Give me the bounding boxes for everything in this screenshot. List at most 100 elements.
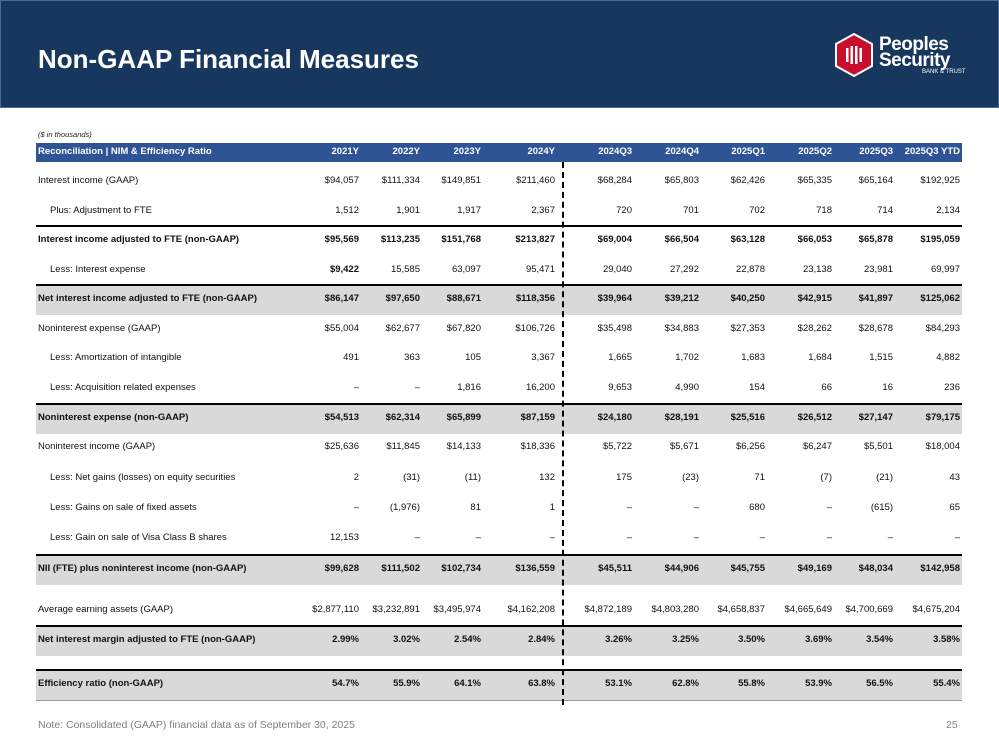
table-cell: –	[414, 382, 420, 393]
table-cell: $65,878	[858, 234, 893, 245]
table-cell: –	[887, 532, 893, 543]
table-cell: 64.1%	[454, 678, 481, 689]
table-cell: 16	[882, 382, 893, 393]
table-cell: 236	[944, 382, 960, 393]
table-cell: –	[954, 532, 960, 543]
row-label: Less: Gains on sale of fixed assets	[50, 502, 197, 513]
table-cell: 66	[821, 382, 832, 393]
table-cell: 718	[816, 205, 832, 216]
table-cell: $88,671	[446, 293, 481, 304]
table-cell: 65	[949, 502, 960, 513]
table-cell: $42,915	[797, 293, 832, 304]
table-cell: 2,367	[531, 205, 555, 216]
table-cell: $213,827	[515, 234, 555, 245]
table-cell: –	[626, 502, 632, 513]
table-cell: $69,004	[597, 234, 632, 245]
table-cell: 2.84%	[528, 634, 555, 645]
row-label: Noninterest expense (GAAP)	[38, 323, 161, 334]
table-cell: 56.5%	[866, 678, 893, 689]
table-cell: $149,851	[441, 175, 481, 186]
row-label: Net interest margin adjusted to FTE (non…	[38, 634, 256, 645]
table-cell: 2,134	[936, 205, 960, 216]
table-cell: 53.9%	[805, 678, 832, 689]
table-cell: $151,768	[441, 234, 481, 245]
table-cell: 154	[749, 382, 765, 393]
table-cell: $79,175	[925, 412, 960, 423]
table-cell: $118,356	[515, 293, 555, 304]
table-cell: 54.7%	[332, 678, 359, 689]
table-cell: $27,147	[858, 412, 893, 423]
period-divider	[562, 162, 564, 705]
table-cell: $65,164	[858, 175, 893, 186]
table-cell: (1,976)	[389, 502, 420, 513]
table-cell: 53.1%	[605, 678, 632, 689]
table-cell: $18,336	[520, 441, 555, 452]
table-cell: 4,882	[936, 352, 960, 363]
table-cell: $67,820	[446, 323, 481, 334]
table-cell: –	[353, 382, 359, 393]
table-cell: $113,235	[380, 234, 420, 245]
table-cell: $136,559	[515, 563, 555, 574]
table-cell: –	[759, 532, 765, 543]
table-cell: $65,803	[664, 175, 699, 186]
table-cell: $54,513	[324, 412, 359, 423]
row-label: Average earning assets (GAAP)	[38, 604, 174, 615]
slide-title: Non-GAAP Financial Measures	[38, 44, 419, 74]
logo-stripes	[846, 46, 862, 64]
table-cell: $14,133	[446, 441, 481, 452]
table-cell: $55,004	[324, 323, 359, 334]
table-cell: $86,147	[324, 293, 359, 304]
table-cell: –	[549, 532, 555, 543]
table-cell: 175	[616, 472, 632, 483]
row-label: Efficiency ratio (non-GAAP)	[38, 678, 164, 689]
table-cell: $26,512	[797, 412, 832, 423]
table-cell: $4,700,669	[845, 604, 893, 615]
table-cell: 81	[470, 502, 481, 513]
table-cell: $6,247	[802, 441, 832, 452]
table-cell: 680	[749, 502, 765, 513]
table-cell: 105	[465, 352, 481, 363]
table-cell: 55.8%	[738, 678, 765, 689]
table-cell: $45,511	[598, 563, 632, 574]
row-label: Less: Net gains (losses) on equity secur…	[50, 472, 236, 483]
table-cell: 1,917	[457, 205, 481, 216]
row-label: Interest income (GAAP)	[38, 175, 139, 186]
table-cell: 55.9%	[393, 678, 420, 689]
row-label: Net interest income adjusted to FTE (non…	[38, 293, 258, 304]
row-label: Noninterest expense (non-GAAP)	[38, 412, 189, 423]
table-cell: $95,569	[324, 234, 359, 245]
header-bar	[0, 0, 999, 108]
table-cell: $49,169	[797, 563, 832, 574]
table-cell: 3.58%	[933, 634, 960, 645]
table-cell: $27,353	[730, 323, 765, 334]
table-cell: $97,650	[385, 293, 420, 304]
row-shading	[36, 404, 962, 434]
footer-note: Note: Consolidated (GAAP) financial data…	[38, 719, 355, 731]
table-cell: 62.8%	[672, 678, 699, 689]
table-cell: 1,515	[869, 352, 893, 363]
table-cell: $18,004	[925, 441, 960, 452]
table-cell: –	[693, 502, 699, 513]
logo-hexagon	[835, 33, 873, 77]
row-rule	[36, 225, 962, 227]
row-shading	[36, 670, 962, 700]
table-cell: $65,899	[446, 412, 481, 423]
table-cell: $6,256	[735, 441, 765, 452]
table-cell: $68,284	[597, 175, 632, 186]
table-cell: 27,292	[669, 264, 699, 275]
table-cell: (11)	[464, 472, 481, 483]
table-cell: $106,726	[515, 323, 555, 334]
row-label: Plus: Adjustment to FTE	[50, 205, 152, 216]
table-cell: $48,034	[858, 563, 893, 574]
table-cell: –	[626, 532, 632, 543]
table-cell: (23)	[682, 472, 699, 483]
table-cell: $94,057	[324, 175, 359, 186]
table-cell: 23,981	[863, 264, 893, 275]
table-cell: $195,059	[920, 234, 960, 245]
row-shading	[36, 285, 962, 315]
table-cell: (615)	[870, 502, 893, 513]
table-cell: $5,722	[602, 441, 632, 452]
table-cell: 2.54%	[454, 634, 481, 645]
table-cell: $44,906	[664, 563, 699, 574]
table-cell: –	[353, 502, 359, 513]
